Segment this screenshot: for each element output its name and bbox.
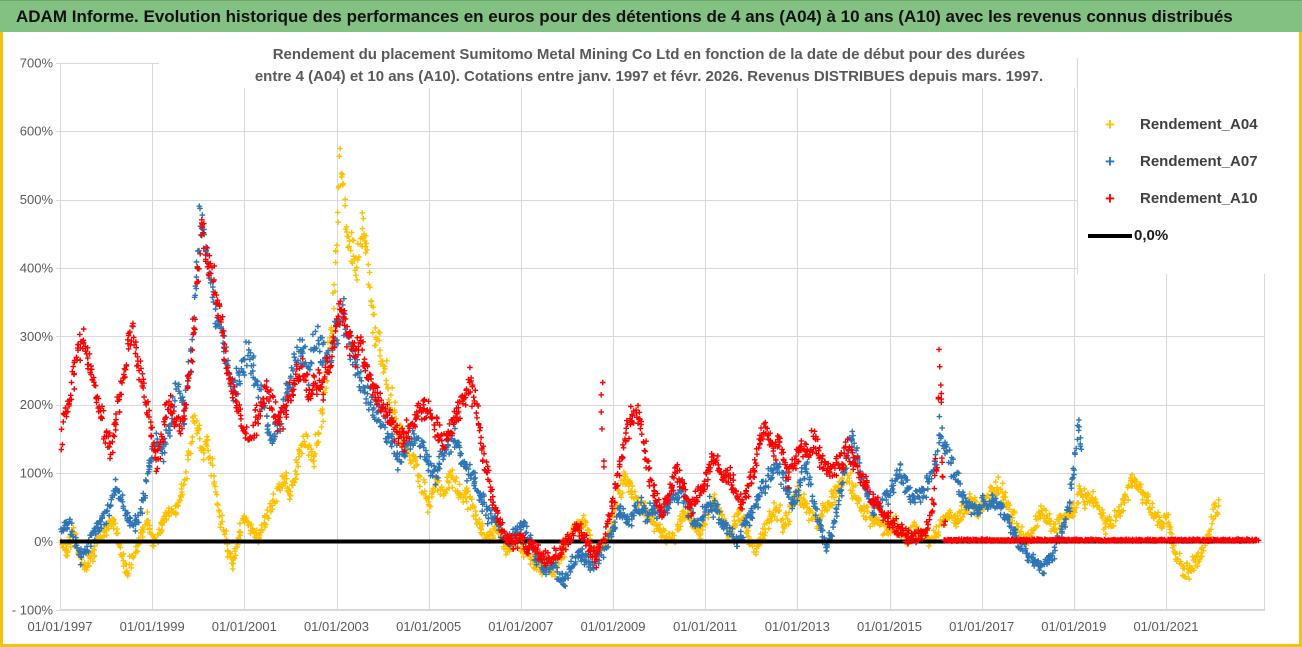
x-tick-label: 01/01/2011 <box>673 619 737 634</box>
x-tick-label: 01/01/1997 <box>27 619 92 634</box>
legend-item-rendement-a07[interactable]: + Rendement_A07 <box>1088 143 1265 180</box>
legend-label: 0,0% <box>1134 227 1169 244</box>
legend-label: Rendement_A04 <box>1140 116 1258 133</box>
chart-title-line2: entre 4 (A04) et 10 ans (A10). Cotations… <box>254 68 1044 85</box>
banner-title: ADAM Informe. Evolution historique des p… <box>0 0 1302 32</box>
chart-region: 700% 600% 500% 400% 300% 200% 100% 0% - 100% 01/0… <box>0 32 1302 647</box>
x-tick-label: 01/01/2007 <box>488 619 553 634</box>
plus-marker-icon: + <box>1105 115 1115 134</box>
y-tick-label: 0% <box>34 534 53 549</box>
x-tick-label: 01/01/2017 <box>949 619 1014 634</box>
legend-label: Rendement_A10 <box>1140 190 1258 207</box>
plus-marker-icon: + <box>1105 152 1115 171</box>
y-axis-labels: 700% 600% 500% 400% 300% 200% 100% 0% - 100% <box>12 55 54 617</box>
x-tick-label: 01/01/2005 <box>396 619 461 634</box>
y-tick-label: 200% <box>20 397 54 412</box>
chart-title: Rendement du placement Sumitomo Metal Mi… <box>159 44 1139 88</box>
plus-marker-icon: + <box>1105 189 1115 208</box>
y-tick-label: 100% <box>20 466 54 481</box>
x-tick-label: 01/01/2001 <box>212 619 277 634</box>
black-line-swatch-icon <box>1088 233 1132 238</box>
y-tick-label: 500% <box>20 192 54 207</box>
y-tick-label: 600% <box>20 124 54 139</box>
chart-legend: + Rendement_A04 + Rendement_A07 + Rendem… <box>1077 58 1265 274</box>
legend-item-rendement-a10[interactable]: + Rendement_A10 <box>1088 180 1265 217</box>
x-tick-label: 01/01/2009 <box>580 619 645 634</box>
x-tick-label: 01/01/2015 <box>857 619 922 634</box>
x-tick-label: 01/01/1999 <box>120 619 185 634</box>
legend-item-rendement-a04[interactable]: + Rendement_A04 <box>1088 106 1265 143</box>
x-tick-label: 01/01/2003 <box>304 619 369 634</box>
chart-title-line1: Rendement du placement Sumitomo Metal Mi… <box>272 46 1026 63</box>
x-axis-labels: 01/01/1997 01/01/1999 01/01/2001 01/01/2003… <box>27 619 1198 634</box>
x-tick-label: 01/01/2021 <box>1133 619 1198 634</box>
y-tick-label: - 100% <box>12 602 54 617</box>
legend-label: Rendement_A07 <box>1140 153 1258 170</box>
series-rendement_a04-points <box>58 145 1222 582</box>
legend-item-zero-line[interactable]: 0,0% <box>1088 217 1265 254</box>
x-tick-label: 01/01/2019 <box>1041 619 1106 634</box>
x-tick-label: 01/01/2013 <box>765 619 830 634</box>
series-rendement_a10-points <box>58 217 1262 571</box>
y-tick-label: 400% <box>20 260 54 275</box>
y-tick-label: 300% <box>20 329 54 344</box>
y-tick-label: 700% <box>20 55 54 70</box>
